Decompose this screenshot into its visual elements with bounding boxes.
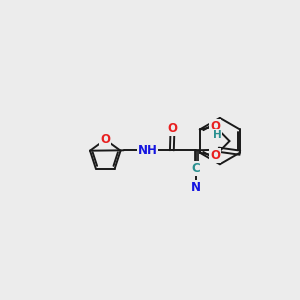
Text: H: H	[213, 130, 221, 140]
Text: C: C	[192, 162, 201, 175]
Text: N: N	[191, 181, 201, 194]
Text: O: O	[167, 122, 178, 135]
Text: O: O	[210, 120, 220, 133]
Text: O: O	[100, 133, 110, 146]
Text: O: O	[210, 149, 220, 162]
Text: NH: NH	[138, 144, 158, 157]
